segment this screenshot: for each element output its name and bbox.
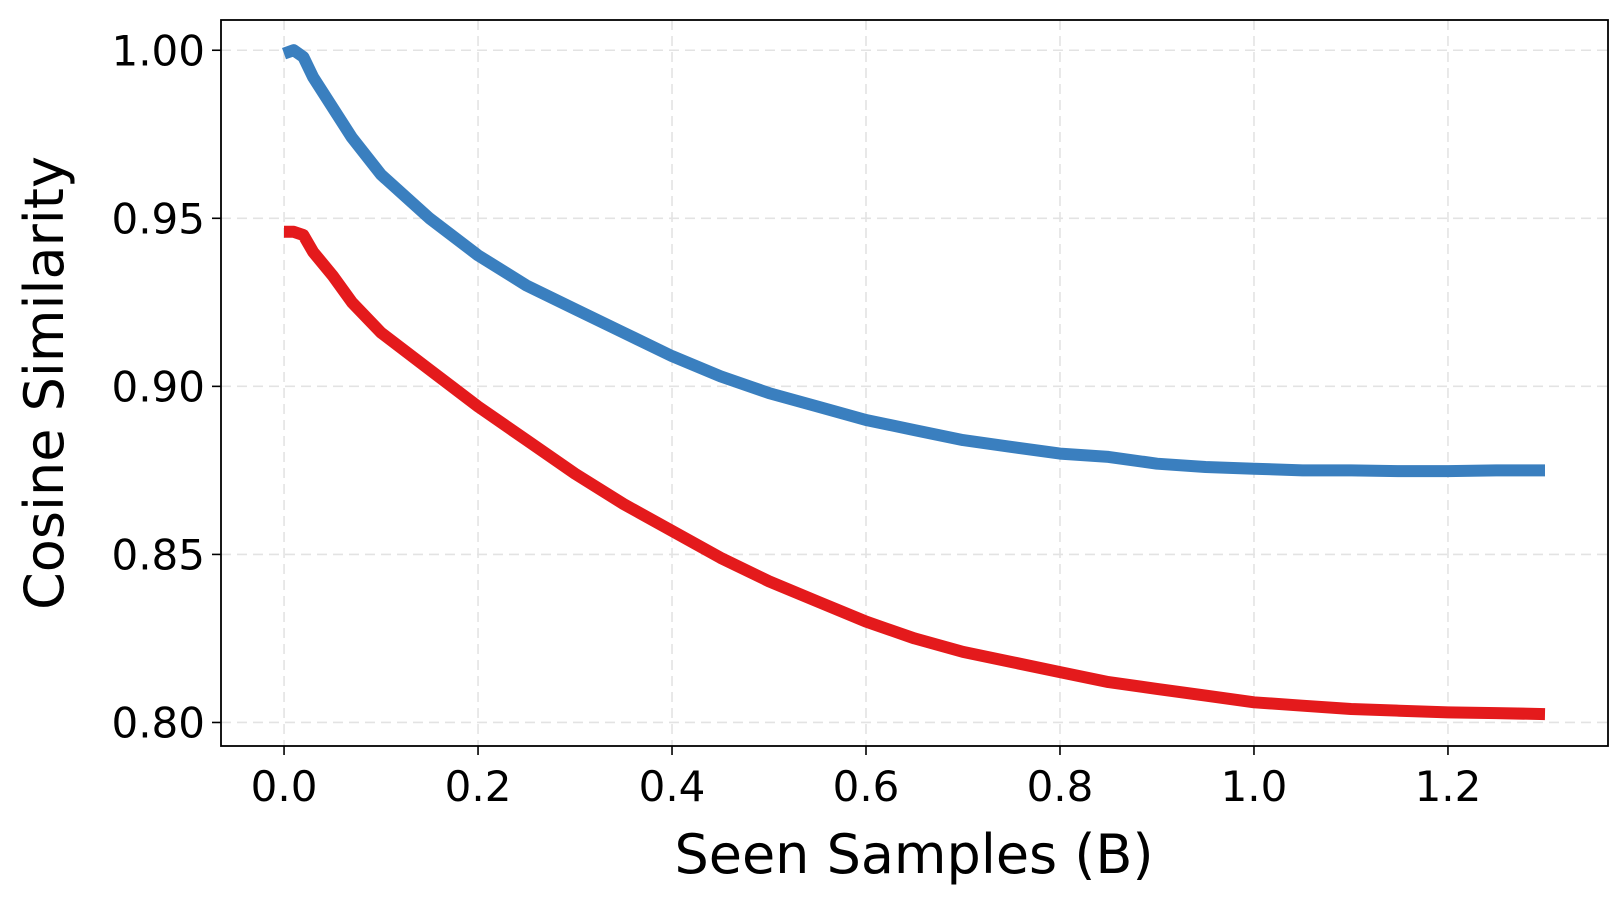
x-axis-ticks: 0.0 0.2 0.4 0.6 0.8 1.0 1.2	[251, 746, 1482, 811]
x-tick-label: 0.6	[833, 762, 900, 811]
y-tick-label: 0.85	[111, 530, 205, 579]
x-axis-title: Seen Samples (B)	[674, 823, 1153, 886]
y-axis-ticks: 0.80 0.85 0.90 0.95 1.00	[111, 26, 221, 747]
x-tick-label: 1.2	[1415, 762, 1482, 811]
y-tick-label: 0.90	[111, 362, 205, 411]
plot-frame	[220, 19, 1609, 747]
x-tick-label: 0.2	[445, 762, 512, 811]
series-line-1	[282, 44, 1545, 478]
y-tick-label: 1.00	[111, 26, 205, 75]
y-tick-label: 0.95	[111, 194, 205, 243]
x-tick-label: 0.4	[639, 762, 706, 811]
x-tick-label: 0.8	[1027, 762, 1094, 811]
series-lines	[282, 44, 1546, 721]
y-axis-title: Cosine Similarity	[13, 156, 76, 610]
x-tick-label: 1.0	[1221, 762, 1288, 811]
x-tick-label: 0.0	[251, 762, 318, 811]
y-tick-label: 0.80	[111, 698, 205, 747]
series-line-2	[284, 225, 1546, 721]
